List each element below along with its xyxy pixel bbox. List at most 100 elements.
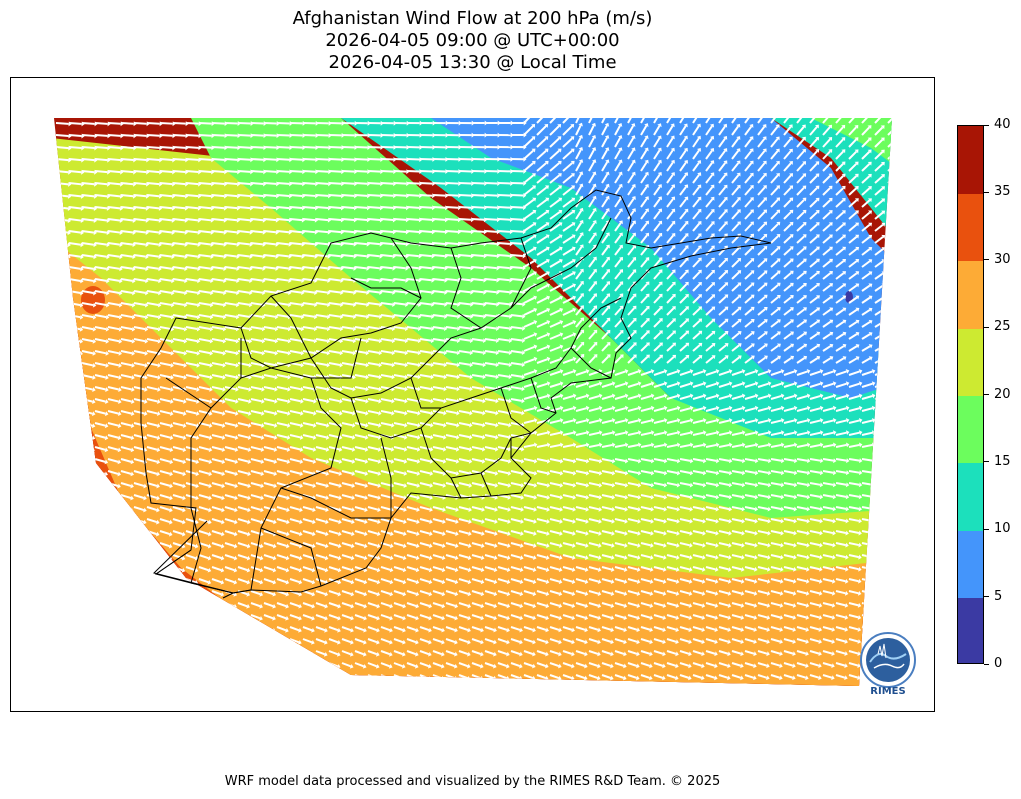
wind-arrow-head [246, 555, 251, 561]
wind-arrow-head [858, 418, 863, 423]
wind-arrow-head [711, 269, 715, 274]
wind-arrow-shaft [783, 554, 794, 559]
wind-arrow-head [236, 278, 240, 284]
wind-arrow-head [676, 542, 680, 548]
wind-arrow-head [197, 217, 202, 223]
wind-arrow-shaft [835, 506, 847, 510]
wind-arrow-head [236, 205, 241, 211]
wind-arrow-shaft [341, 182, 355, 185]
wind-arrow-shaft [172, 206, 186, 210]
wind-arrow-head [624, 470, 629, 476]
wind-arrow-head [802, 246, 807, 251]
wind-arrow-head [572, 418, 577, 423]
wind-arrow-head [221, 459, 226, 465]
wind-arrow-shaft [471, 362, 484, 366]
wind-arrow-head [116, 555, 121, 561]
wind-arrow-head [584, 567, 589, 573]
wind-arrow-head [325, 459, 330, 464]
wind-arrow-head [146, 181, 150, 187]
wind-arrow-head [509, 325, 513, 331]
wind-arrow-shaft [718, 566, 729, 571]
wind-arrow-head [467, 555, 472, 561]
wind-arrow-head [170, 399, 174, 404]
wind-arrow-head [585, 442, 590, 448]
wind-arrow-head [194, 543, 199, 549]
wind-arrow-shaft [315, 278, 328, 282]
wind-arrow-head [145, 266, 149, 272]
wind-arrow-shaft [809, 518, 821, 522]
wind-arrow-head [520, 507, 524, 512]
wind-arrow-head [767, 494, 772, 500]
wind-arrow-head [365, 410, 369, 416]
wind-arrow-shaft [536, 174, 548, 184]
wind-arrow-shaft [692, 174, 700, 184]
wind-arrow-shaft [874, 260, 884, 268]
wind-arrow-shaft [471, 458, 483, 463]
wind-arrow-shaft [289, 470, 301, 475]
wind-arrow-shaft [263, 230, 277, 234]
wind-arrow-head [533, 531, 537, 536]
wind-arrow-head [340, 229, 344, 235]
wind-arrow-shaft [237, 266, 250, 270]
wind-arrow-shaft [445, 398, 457, 402]
wind-arrow-shaft [575, 355, 583, 364]
wind-arrow-head [120, 181, 124, 187]
wind-arrow-head [580, 305, 584, 310]
wind-arrow-shaft [718, 118, 726, 124]
wind-arrow-head [558, 246, 563, 251]
wind-arrow-shaft [874, 118, 884, 124]
wind-arrow-shaft [627, 198, 635, 208]
wind-arrow-head [767, 393, 772, 399]
wind-arrow-shaft [770, 211, 779, 220]
wind-arrow-shaft [419, 206, 433, 209]
wind-arrow-head [288, 229, 292, 235]
wind-arrow-shaft [796, 259, 806, 268]
wind-arrow-shaft [575, 185, 583, 196]
wind-arrow-shaft [237, 422, 249, 427]
wind-arrow-head [684, 220, 689, 225]
wind-arrow-head [326, 422, 330, 428]
wind-arrow-head [90, 531, 95, 537]
wind-arrow-head [105, 350, 109, 356]
wind-arrow-shaft [237, 134, 251, 137]
wind-arrow-head [898, 418, 902, 423]
wind-arrow-head [749, 197, 754, 202]
wind-arrow-shaft [523, 235, 535, 244]
wind-arrow-head [895, 259, 899, 263]
wind-arrow-head [815, 136, 819, 141]
wind-arrow-head [776, 331, 781, 336]
wind-arrow-head [828, 222, 833, 227]
wind-arrow-shaft [146, 350, 159, 355]
wind-arrow-head [66, 314, 71, 320]
wind-arrow-shaft [185, 146, 199, 149]
wind-arrow-head [894, 162, 898, 166]
wind-arrow-head [802, 282, 807, 287]
wind-arrow-shaft [81, 302, 94, 307]
wind-arrow-shaft [731, 137, 740, 148]
wind-arrow-shaft [237, 386, 250, 391]
wind-arrow-head [522, 325, 526, 331]
wind-arrow-shaft [835, 272, 845, 280]
wind-arrow-head [495, 410, 499, 416]
wind-arrow-head [288, 241, 292, 247]
wind-arrow-shaft [614, 282, 622, 292]
wind-arrow-shaft [315, 254, 328, 258]
wind-arrow-head [275, 278, 279, 284]
wind-arrow-head [314, 229, 318, 235]
wind-arrow-shaft [510, 374, 523, 378]
wind-arrow-shaft [874, 407, 886, 412]
wind-arrow-head [444, 289, 448, 295]
wind-arrow-head [171, 229, 175, 235]
wind-arrow-shaft [770, 174, 779, 184]
wind-arrow-head [454, 567, 459, 573]
wind-arrow-shaft [822, 260, 832, 268]
wind-arrow-shaft [692, 246, 701, 256]
wind-arrow-shaft [692, 186, 701, 196]
wind-arrow-head [724, 294, 729, 299]
wind-arrow-shaft [627, 319, 636, 328]
wind-arrow-shaft [133, 398, 145, 403]
wind-arrow-shaft [81, 146, 95, 150]
wind-arrow-shaft [731, 210, 740, 220]
wind-arrow-head [598, 430, 603, 436]
wind-arrow-shaft [276, 554, 287, 559]
